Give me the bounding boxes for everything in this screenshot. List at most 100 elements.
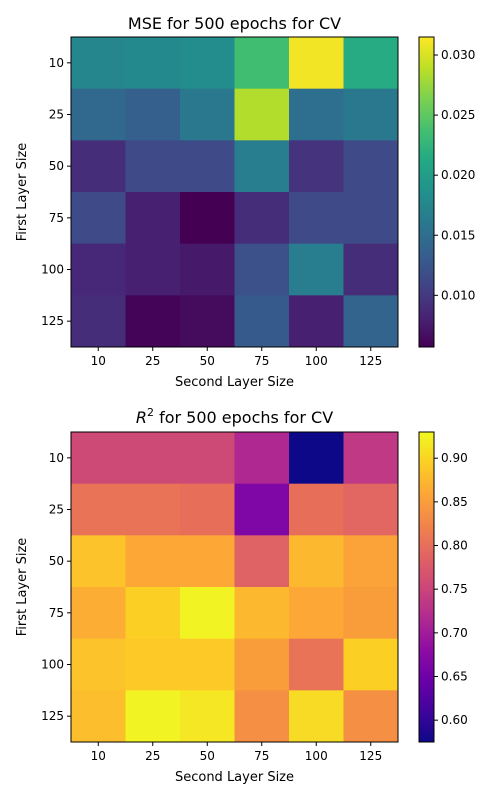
heatmap-cell [180, 587, 235, 640]
plot-frame [70, 431, 399, 743]
y-tick-label: 50 [49, 554, 64, 568]
heatmap-cell [180, 690, 235, 743]
heatmap-cell [180, 432, 235, 485]
colorbar-tick-label: 0.70 [441, 626, 468, 640]
heatmap-cell [125, 535, 181, 588]
heatmap-cell [289, 192, 344, 245]
y-tick-label: 75 [49, 211, 64, 225]
heatmap-cell [234, 140, 290, 193]
heatmap-cell [234, 587, 290, 640]
heatmap-cell [125, 690, 181, 743]
y-tick-label: 10 [49, 451, 64, 465]
heatmap-cell [180, 88, 235, 141]
heatmap-cell [343, 37, 399, 90]
colorbar-tick-label: 0.80 [441, 539, 468, 553]
colorbar-tick-label: 0.60 [441, 713, 468, 727]
x-tick-label: 25 [145, 749, 160, 763]
colorbar-tick-label: 0.90 [441, 451, 468, 465]
heatmap-cell [343, 88, 399, 141]
heatmap-cell [71, 690, 126, 743]
heatmap-cell [125, 243, 181, 296]
colorbar-tick-label: 0.020 [441, 168, 475, 182]
heatmap-cell [234, 88, 290, 141]
x-axis-ticks: 10 25 50 75 100 125 [91, 742, 382, 763]
heatmap-cell [234, 192, 290, 245]
heatmap-cell [71, 535, 126, 588]
x-axis-label: Second Layer Size [175, 375, 294, 390]
heatmap-cell [234, 37, 290, 90]
chart-title: MSE for 500 epochs for CV [128, 14, 341, 33]
heatmap-cell [125, 638, 181, 691]
heatmap-cell [343, 192, 399, 245]
heatmap-cell [180, 140, 235, 193]
heatmap-cell [71, 37, 126, 90]
x-tick-label: 100 [305, 354, 328, 368]
heatmap-cell [71, 432, 126, 485]
colorbar-tick-label: 0.030 [441, 48, 475, 62]
heatmap-cell [289, 37, 344, 90]
colorbar [418, 36, 435, 348]
y-tick-label: 100 [41, 658, 64, 672]
x-tick-label: 125 [359, 354, 382, 368]
heatmap-cell [234, 483, 290, 536]
x-axis-ticks: 10 25 50 75 100 125 [91, 347, 382, 368]
heatmap-cells [71, 37, 399, 348]
heatmap-cell [125, 587, 181, 640]
y-tick-label: 125 [41, 709, 64, 723]
heatmap-cell [234, 638, 290, 691]
heatmap-cell [234, 432, 290, 485]
heatmap-cell [289, 243, 344, 296]
heatmap-cell [234, 690, 290, 743]
heatmap-cell [289, 88, 344, 141]
heatmap-cells [71, 432, 399, 743]
y-tick-label: 100 [41, 263, 64, 277]
heatmap-cell [125, 483, 181, 536]
y-axis-label: First Layer Size [15, 143, 30, 242]
x-axis-label: Second Layer Size [175, 770, 294, 785]
x-tick-label: 125 [359, 749, 382, 763]
heatmap-cell [289, 638, 344, 691]
heatmap-cell [125, 295, 181, 348]
heatmap-cell [125, 88, 181, 141]
heatmap-cell [289, 432, 344, 485]
plot-frame [70, 36, 399, 348]
y-tick-label: 10 [49, 56, 64, 70]
heatmap-cell [71, 295, 126, 348]
y-tick-label: 25 [49, 503, 64, 517]
heatmap-cell [71, 638, 126, 691]
heatmap-cell [289, 587, 344, 640]
heatmap-cell [71, 243, 126, 296]
x-tick-label: 50 [200, 749, 215, 763]
heatmap-cell [125, 37, 181, 90]
x-tick-label: 100 [305, 749, 328, 763]
heatmap-cell [71, 587, 126, 640]
colorbar-ticks: 0.60 0.65 0.70 0.75 0.80 0.85 0.90 [434, 451, 468, 727]
colorbar-tick-label: 0.025 [441, 108, 475, 122]
colorbar-tick-label: 0.85 [441, 495, 468, 509]
colorbar-tick-label: 0.010 [441, 288, 475, 302]
heatmap-cell [343, 432, 399, 485]
heatmap-cell [343, 140, 399, 193]
y-tick-label: 75 [49, 606, 64, 620]
chart-title: R2 for 500 epochs for CV [136, 406, 333, 427]
colorbar-ticks: 0.010 0.015 0.020 0.025 0.030 [434, 48, 475, 302]
heatmap-cell [343, 587, 399, 640]
heatmap-cell [234, 535, 290, 588]
heatmap-cell [343, 243, 399, 296]
heatmap-cell [180, 192, 235, 245]
heatmap-cell [71, 192, 126, 245]
y-tick-label: 25 [49, 108, 64, 122]
colorbar-tick-label: 0.75 [441, 582, 468, 596]
heatmap-cell [71, 140, 126, 193]
r2-heatmap-chart: R2 for 500 epochs for CV 10 25 50 75 100 125 … [15, 406, 468, 785]
colorbar-tick-label: 0.015 [441, 228, 475, 242]
heatmap-cell [125, 140, 181, 193]
heatmap-cell [343, 295, 399, 348]
heatmap-cell [180, 483, 235, 536]
heatmap-cell [289, 483, 344, 536]
y-axis-label: First Layer Size [15, 538, 30, 637]
mse-heatmap-chart: MSE for 500 epochs for CV 10 25 50 75 100 125… [15, 14, 475, 390]
colorbar-tick-label: 0.65 [441, 670, 468, 684]
x-tick-label: 10 [91, 749, 106, 763]
